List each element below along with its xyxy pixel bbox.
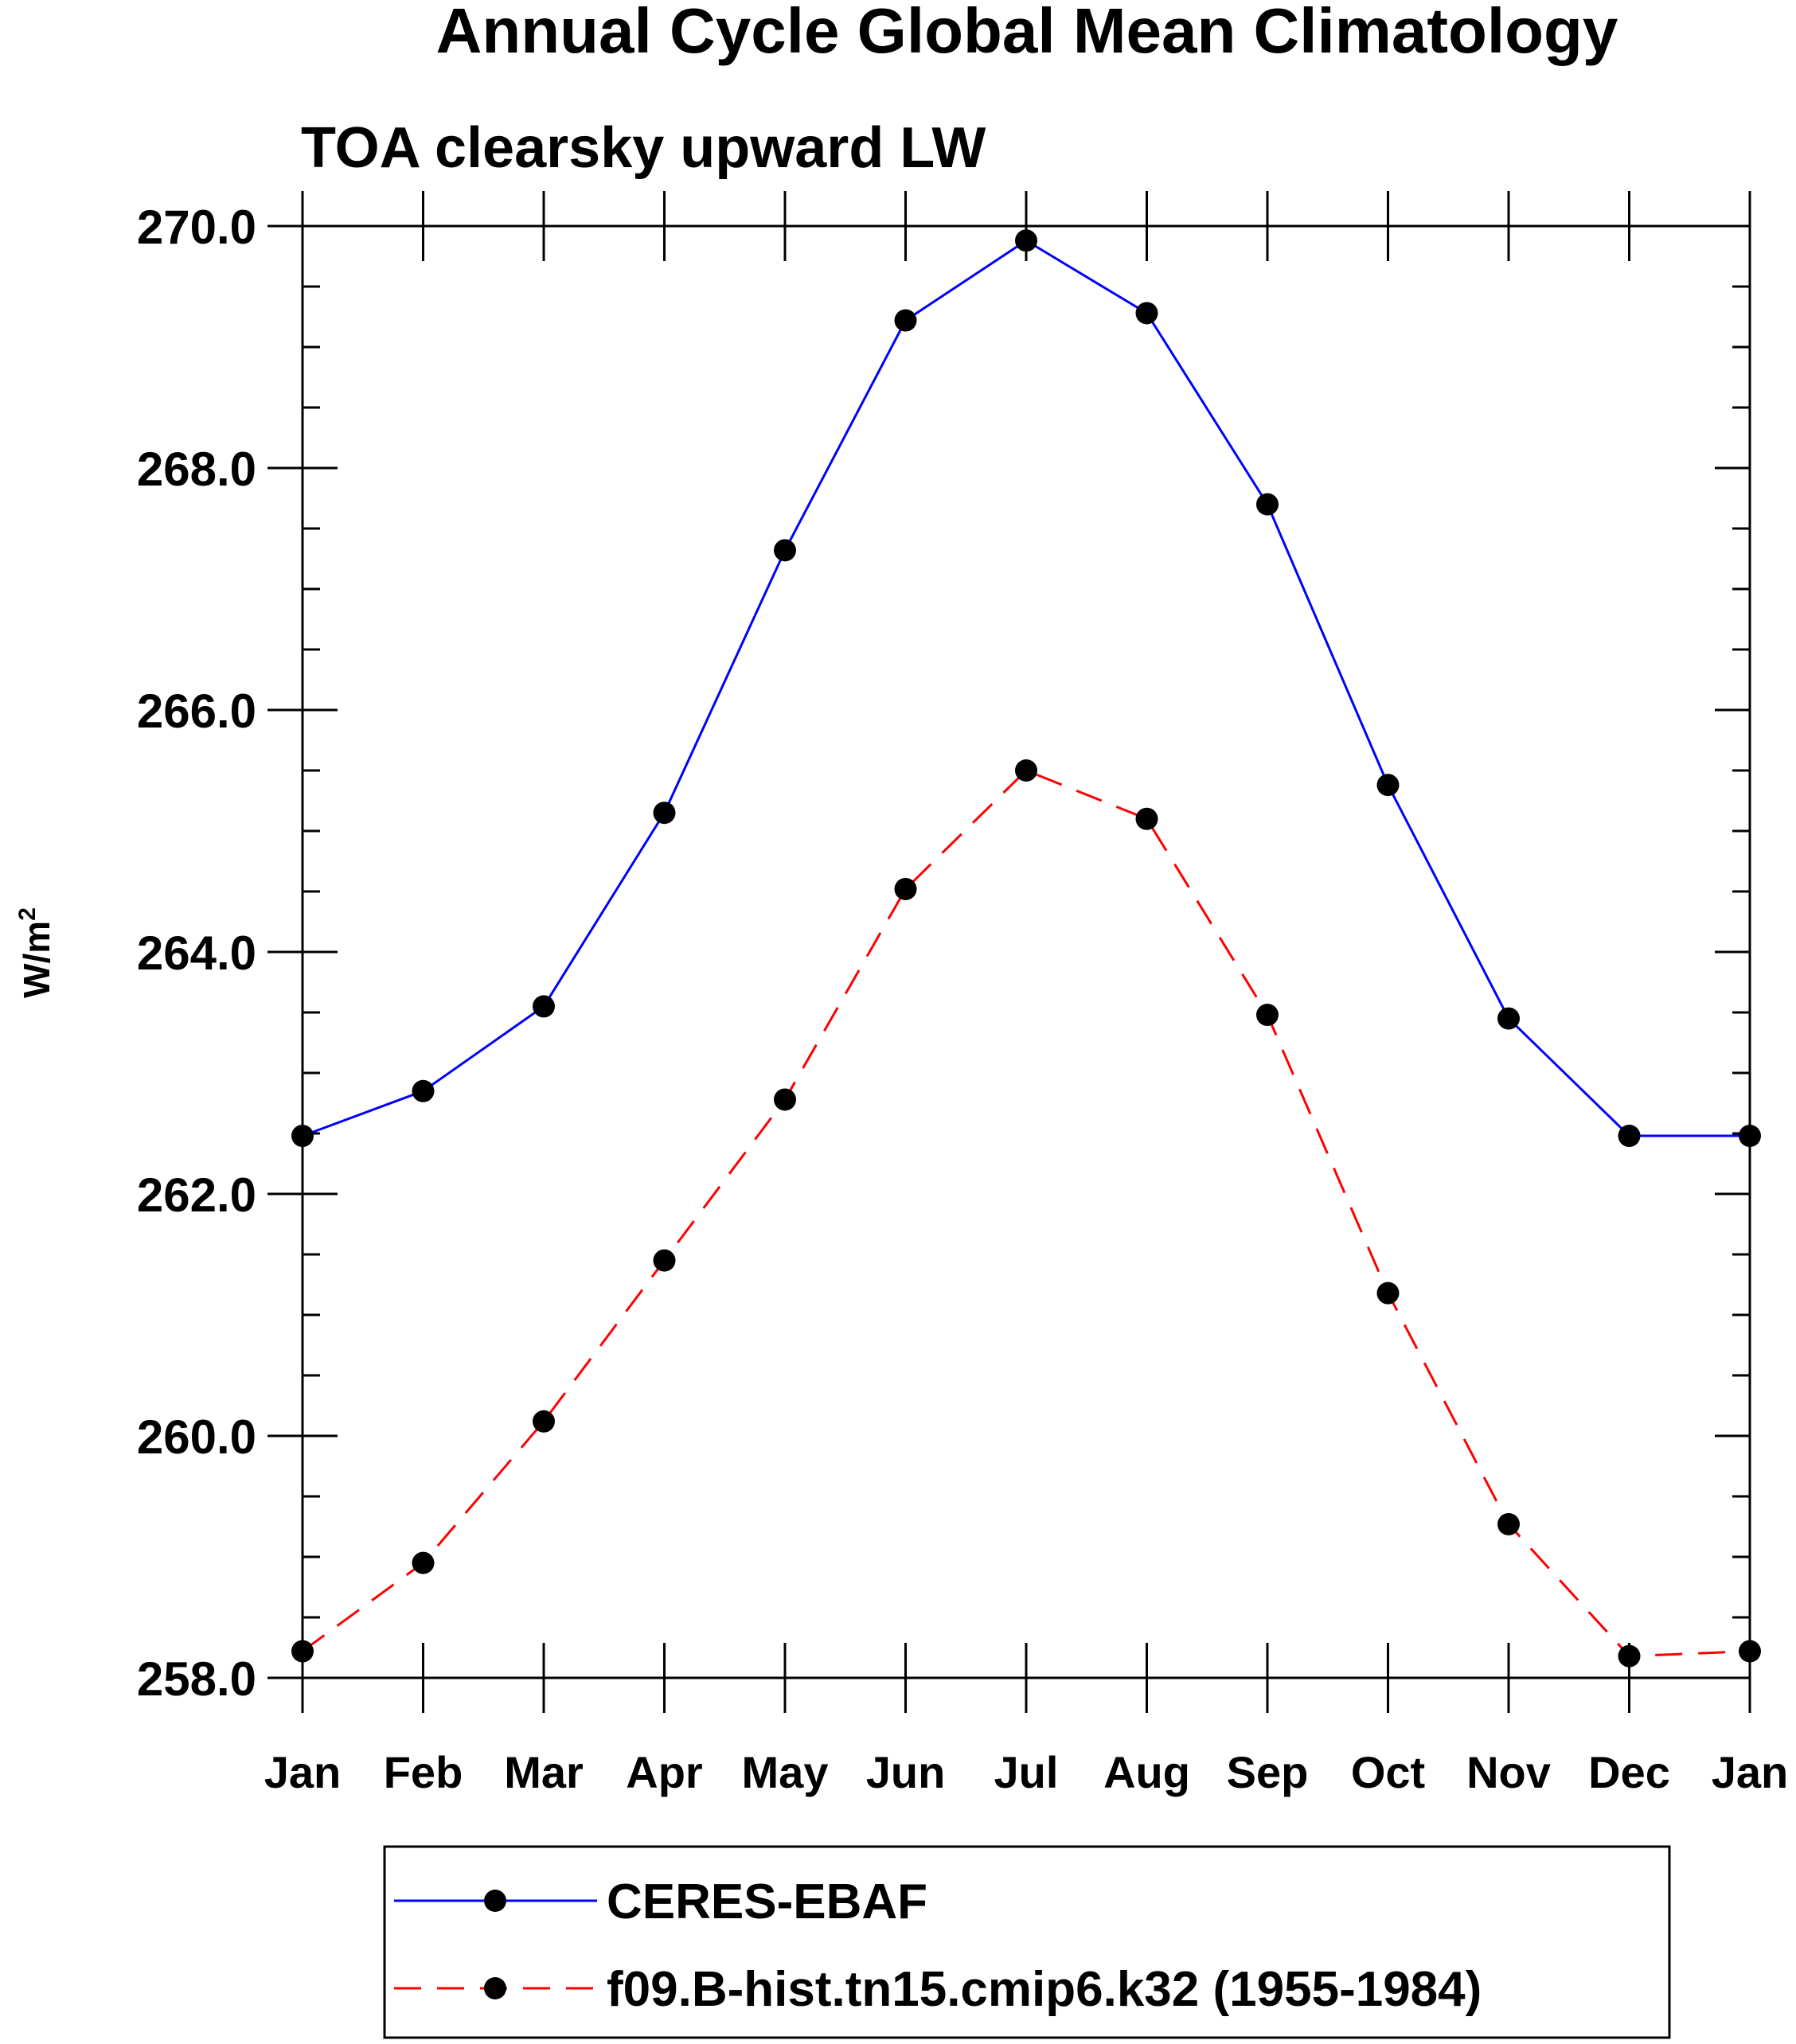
x-tick-label-4: May [742, 1747, 829, 1797]
series-1-point-10 [1497, 1512, 1520, 1535]
x-tick-label-0: Jan [264, 1747, 342, 1797]
series-1-point-9 [1376, 1281, 1400, 1305]
axis-ticks [267, 191, 1751, 1713]
y-axis-label: W/m2 [14, 907, 57, 998]
series-1-point-7 [1135, 807, 1158, 830]
series-0-point-1 [412, 1079, 435, 1102]
y-tick-label: 258.0 [137, 1652, 256, 1706]
x-tick-label-11: Dec [1588, 1747, 1670, 1797]
legend-marker-0 [484, 1890, 506, 1912]
x-tick-labels: Jan Feb Mar Apr May Jun Jul Aug Sep Oct Nov Dec Jan [264, 1747, 1789, 1797]
x-tick-label-9: Oct [1351, 1747, 1425, 1797]
y-tick-label: 270.0 [137, 201, 256, 254]
x-tick-label-10: Nov [1466, 1747, 1551, 1797]
series-1-point-1 [412, 1551, 435, 1574]
legend-marker-1 [484, 1977, 506, 1999]
y-tick-label: 264.0 [137, 926, 256, 980]
x-tick-label-2: Mar [504, 1747, 584, 1797]
y-axis-label-text: W/m [16, 921, 57, 998]
series-1-point-3 [653, 1249, 676, 1272]
x-tick-label-12: Jan [1712, 1747, 1789, 1797]
x-tick-label-3: Apr [626, 1747, 702, 1797]
series-1-point-4 [774, 1088, 796, 1111]
series-line-1 [302, 769, 1751, 1658]
y-tick-label: 260.0 [137, 1410, 256, 1464]
x-tick-label-8: Sep [1227, 1747, 1309, 1797]
series-layer [291, 229, 1761, 1668]
y-tick-label: 262.0 [137, 1168, 256, 1222]
svg-text:W/m2: W/m2 [14, 907, 57, 998]
legend-label-0: CERES-EBAF [607, 1874, 927, 1929]
series-0-point-7 [1135, 302, 1158, 325]
series-1-point-5 [894, 877, 917, 900]
series-0-point-8 [1256, 493, 1279, 516]
x-tick-label-1: Feb [384, 1747, 463, 1797]
series-1-point-8 [1256, 1004, 1279, 1027]
y-tick-label: 268.0 [137, 443, 256, 496]
chart-title: Annual Cycle Global Mean Climatology [436, 0, 1618, 66]
y-tick-label: 266.0 [137, 685, 256, 738]
series-0-point-6 [1015, 229, 1037, 252]
series-0-point-10 [1497, 1007, 1520, 1030]
series-0-point-5 [894, 309, 917, 332]
series-1-point-11 [1618, 1644, 1641, 1668]
series-0-point-3 [653, 802, 676, 825]
series-1-point-2 [533, 1410, 555, 1433]
x-tick-label-5: Jun [866, 1747, 946, 1797]
series-0-point-4 [774, 539, 796, 562]
legend-label-1: f09.B-hist.tn15.cmip6.k32 (1955-1984) [607, 1962, 1482, 2017]
series-0-point-2 [533, 995, 555, 1018]
plot-frame [301, 224, 1751, 1679]
series-line-0 [302, 239, 1750, 1137]
x-tick-label-7: Aug [1103, 1747, 1190, 1797]
series-0-point-9 [1376, 774, 1400, 797]
y-axis-label-superscript: 2 [14, 907, 41, 921]
legend-box [383, 1845, 1671, 2039]
chart-subtitle: TOA clearsky upward LW [301, 116, 986, 180]
x-tick-label-6: Jul [994, 1747, 1059, 1797]
series-0-point-11 [1618, 1125, 1641, 1148]
y-tick-labels: 258.0 260.0 262.0 264.0 266.0 268.0 270.0 [137, 201, 256, 1706]
legend: CERES-EBAF f09.B-hist.tn15.cmip6.k32 (195… [394, 1874, 1482, 2017]
series-1-point-6 [1015, 759, 1037, 782]
